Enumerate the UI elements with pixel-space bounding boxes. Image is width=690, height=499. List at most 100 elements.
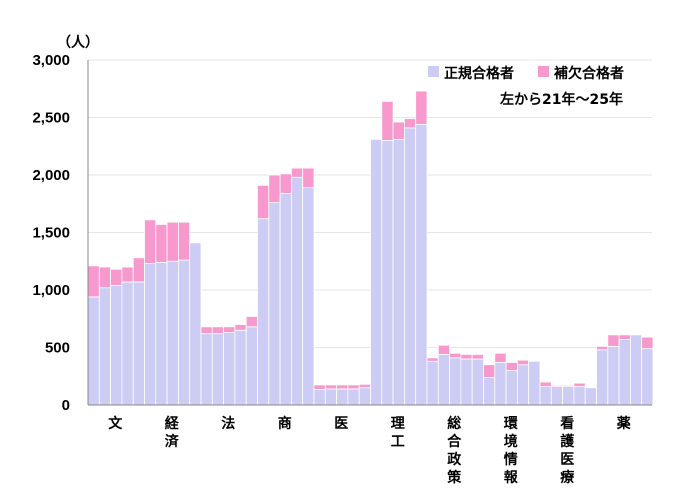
bar-supplementary (211, 326, 225, 335)
y-tick-label: 1,000 (32, 282, 70, 299)
bar-supplementary (347, 384, 360, 390)
bar-regular (403, 127, 417, 406)
x-category-label: 医 (334, 416, 348, 432)
bar-regular (528, 360, 541, 406)
y-tick-label: 3,000 (32, 52, 70, 69)
bar-supplementary (471, 353, 484, 360)
bar-supplementary (121, 266, 134, 283)
bar-supplementary (641, 336, 654, 350)
bar-regular (110, 284, 123, 406)
x-category-labels: 文 経済 法 商 医 理工 総合政策 環境情報 看護医療 薬 (108, 415, 631, 486)
y-tick-label: 1,500 (32, 225, 70, 242)
bar-regular (370, 138, 383, 406)
bar-regular (392, 138, 405, 406)
legend-swatch-regular (428, 66, 439, 77)
bar-regular (268, 202, 281, 406)
bar-regular (539, 386, 552, 406)
bar-regular (437, 353, 450, 406)
x-category-label: 環境情報 (504, 416, 519, 486)
bar-regular (324, 388, 337, 406)
bar-regular (426, 360, 439, 406)
bar-regular (471, 358, 484, 406)
bar-regular (200, 333, 213, 406)
bar-regular (211, 333, 225, 406)
y-tick-labels: 3,000 2,500 2,000 1,500 1,000 500 0 (32, 52, 70, 414)
bar-regular (336, 388, 349, 406)
bar-supplementary (460, 353, 473, 360)
y-axis-unit-label: （人） (57, 34, 99, 51)
bar-supplementary (562, 385, 575, 388)
bar-supplementary (302, 167, 315, 189)
bar-regular (290, 176, 304, 406)
x-category-label: 商 (278, 415, 292, 432)
bar-regular (630, 334, 643, 406)
bar-supplementary (449, 352, 462, 359)
bar-supplementary (279, 173, 292, 194)
bar-regular (132, 281, 145, 406)
bar-supplementary (132, 257, 145, 283)
bar-supplementary (144, 219, 157, 264)
bar-supplementary (324, 384, 337, 390)
bar-supplementary (234, 324, 247, 331)
bar-supplementary (483, 364, 496, 378)
legend-label-regular: 正規合格者 (444, 65, 514, 82)
x-category-label: 薬 (617, 415, 631, 432)
bar-regular (505, 370, 518, 406)
bar-regular (155, 261, 168, 406)
bar-supplementary (437, 344, 450, 355)
bar-regular (245, 326, 258, 406)
x-category-label: 理工 (391, 416, 405, 450)
bar-supplementary (290, 167, 304, 178)
bar-supplementary (426, 357, 439, 362)
bar-regular (313, 389, 326, 406)
bar-regular (234, 329, 247, 406)
bar-regular (381, 140, 394, 406)
bar-regular (358, 387, 371, 406)
x-category-label: 経済 (165, 415, 180, 450)
bar-supplementary (336, 384, 349, 390)
bar-supplementary (358, 383, 371, 389)
bar-supplementary (596, 345, 609, 351)
bar-supplementary (573, 382, 586, 387)
bar-regular (562, 386, 575, 406)
bar-regular (121, 281, 134, 406)
bar-regular (279, 192, 292, 406)
bar-regular (415, 124, 428, 406)
y-tick-label: 2,500 (32, 110, 70, 127)
bar-supplementary (392, 121, 405, 140)
bar-supplementary (618, 334, 631, 340)
bar-supplementary (517, 359, 530, 366)
y-tick-label: 0 (62, 397, 70, 414)
x-category-label: 看護医療 (559, 415, 575, 486)
bar-supplementary (381, 101, 394, 141)
bar-regular (618, 339, 631, 406)
bar-regular (87, 296, 100, 406)
bar-regular (584, 387, 597, 406)
bar-supplementary (87, 265, 100, 298)
bar-regular (641, 348, 654, 406)
bar-regular (302, 187, 315, 406)
bar-supplementary (313, 384, 326, 390)
bar-regular (483, 376, 496, 406)
bar-regular (494, 362, 507, 406)
bar-supplementary (245, 316, 258, 328)
bar-regular (460, 358, 473, 406)
legend-label-supplementary: 補欠合格者 (553, 65, 624, 82)
y-tick-label: 500 (45, 340, 70, 357)
x-category-label: 法 (221, 415, 235, 432)
bar-supplementary (403, 118, 417, 129)
axes (87, 60, 652, 406)
bar-regular (449, 357, 462, 406)
bar-regular (144, 263, 157, 406)
legend: 正規合格者 補欠合格者 左から21年～25年 (428, 65, 624, 108)
bar-regular (607, 345, 620, 406)
bar-supplementary (268, 174, 281, 204)
bar-regular (177, 259, 191, 406)
bar-supplementary (177, 221, 191, 261)
bar-regular (347, 388, 360, 406)
bar-supplementary (110, 268, 123, 286)
bar-supplementary (415, 90, 428, 125)
x-category-label: 総合政策 (446, 415, 462, 486)
bar-regular (573, 386, 586, 406)
